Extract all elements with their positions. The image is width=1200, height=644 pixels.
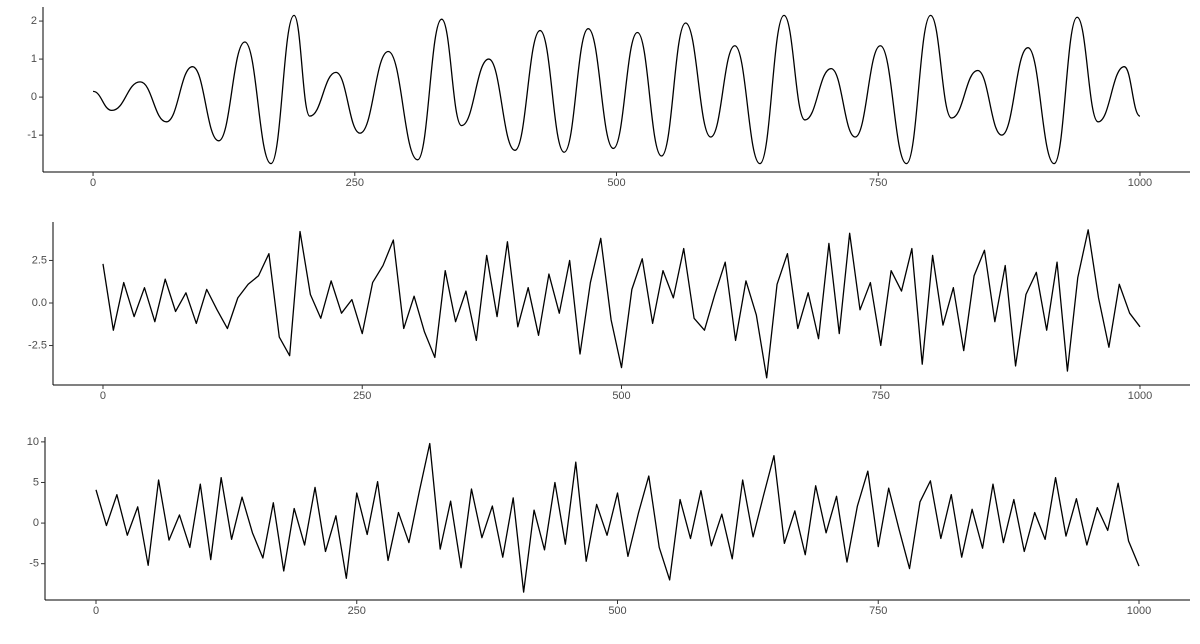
y-tick-label: 0.0 xyxy=(32,297,47,309)
x-tick-label: 500 xyxy=(607,177,625,189)
x-tick-label: 250 xyxy=(353,390,371,402)
x-tick-label: 750 xyxy=(872,390,890,402)
data-line xyxy=(95,442,1140,593)
x-tick-label: 500 xyxy=(612,390,630,402)
y-tick-label: 2.5 xyxy=(32,254,47,266)
y-tick-label: 5 xyxy=(33,476,39,488)
x-tick-label: 500 xyxy=(608,605,626,617)
x-tick-label: 750 xyxy=(869,605,887,617)
y-tick-label: 10 xyxy=(27,436,39,448)
y-tick-label: 1 xyxy=(31,53,37,65)
x-tick-label: 250 xyxy=(348,605,366,617)
x-tick-label: 1000 xyxy=(1128,177,1152,189)
x-tick-label: 1000 xyxy=(1127,605,1151,617)
x-tick-label: 0 xyxy=(90,177,96,189)
x-tick-label: 750 xyxy=(869,177,887,189)
data-line xyxy=(102,229,1141,379)
y-tick-label: 0 xyxy=(31,91,37,103)
y-tick-label: -5 xyxy=(29,558,39,570)
x-tick-label: 1000 xyxy=(1128,390,1152,402)
data-line xyxy=(92,14,1141,165)
x-tick-label: 0 xyxy=(100,390,106,402)
y-tick-label: -2.5 xyxy=(28,339,47,351)
x-tick-label: 0 xyxy=(93,605,99,617)
y-tick-label: -1 xyxy=(27,129,37,141)
y-tick-label: 2 xyxy=(31,15,37,27)
y-tick-label: 0 xyxy=(33,517,39,529)
x-tick-label: 250 xyxy=(346,177,364,189)
